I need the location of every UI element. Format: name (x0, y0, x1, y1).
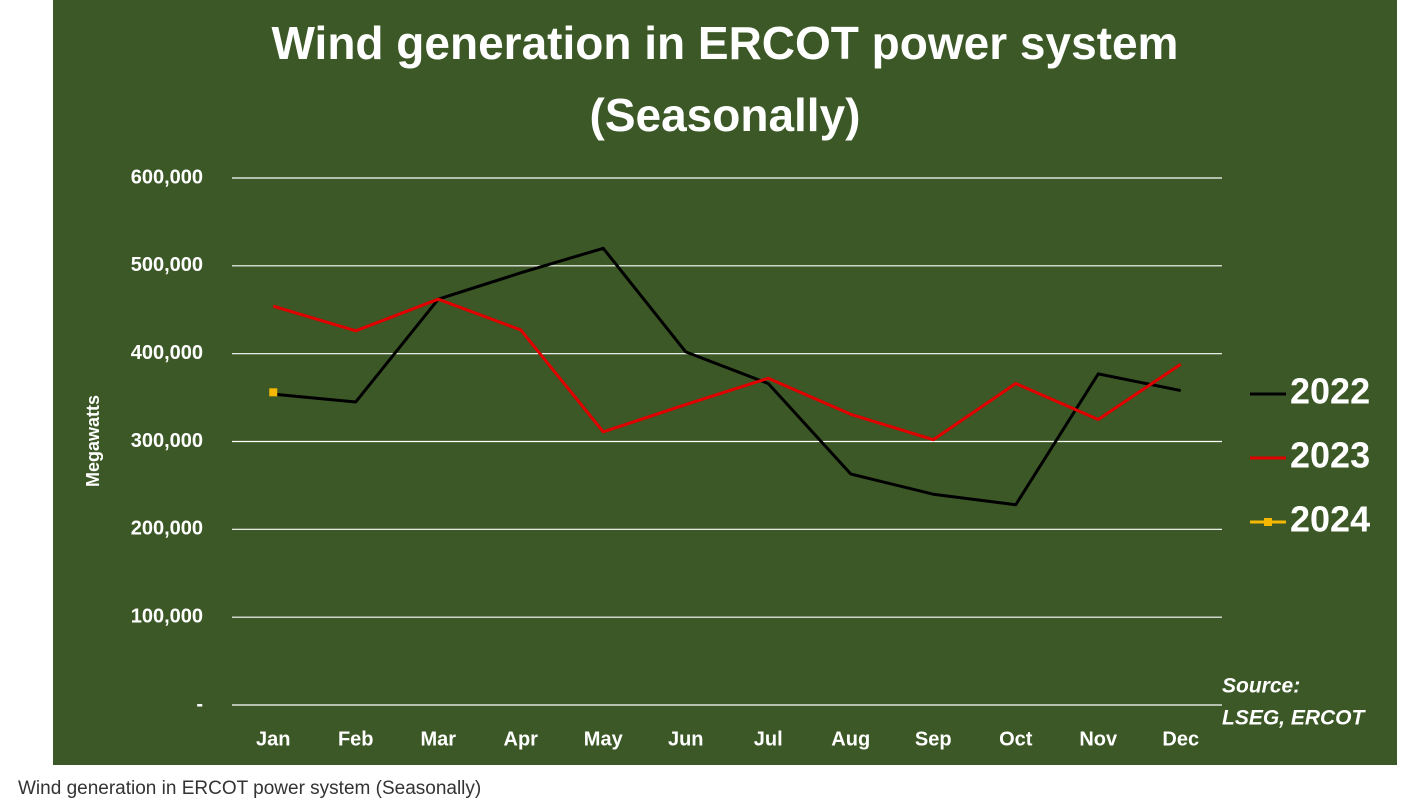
x-tick-label: May (584, 728, 624, 750)
legend-label: 2024 (1290, 499, 1370, 540)
caption: Wind generation in ERCOT power system (S… (18, 778, 481, 799)
y-tick-label: 400,000 (131, 342, 203, 364)
y-tick-label: 200,000 (131, 518, 203, 540)
x-tick-label: Jun (668, 728, 704, 750)
y-tick-label: 600,000 (131, 166, 203, 188)
chart-title: Wind generation in ERCOT power system (272, 17, 1179, 69)
y-tick-label: 300,000 (131, 430, 203, 452)
legend-label: 2023 (1290, 435, 1370, 476)
marker (269, 388, 278, 397)
x-tick-label: Aug (831, 728, 870, 750)
y-axis-label: Megawatts (83, 395, 103, 487)
series-line (272, 297, 1182, 442)
x-tick-label: Apr (504, 728, 539, 750)
source: Source: (1222, 675, 1300, 698)
x-tick-label: Mar (420, 728, 456, 750)
y-tick-label: 100,000 (131, 605, 203, 627)
x-tick-label: Sep (915, 728, 952, 750)
chart-background (53, 0, 1397, 765)
y-tick-label: - (196, 693, 203, 715)
x-tick-label: Jan (256, 728, 290, 750)
y-tick-label: 500,000 (131, 254, 203, 276)
x-tick-label: Jul (754, 728, 783, 750)
x-tick-label: Nov (1079, 728, 1118, 750)
legend-label: 2022 (1290, 371, 1370, 412)
chart-subtitle: (Seasonally) (590, 89, 861, 141)
legend-marker (1264, 518, 1272, 526)
x-tick-label: Dec (1162, 728, 1199, 750)
x-tick-label: Oct (999, 728, 1033, 750)
x-tick-label: Feb (338, 728, 374, 750)
source: LSEG, ERCOT (1222, 707, 1367, 730)
series-line (273, 246, 1182, 507)
